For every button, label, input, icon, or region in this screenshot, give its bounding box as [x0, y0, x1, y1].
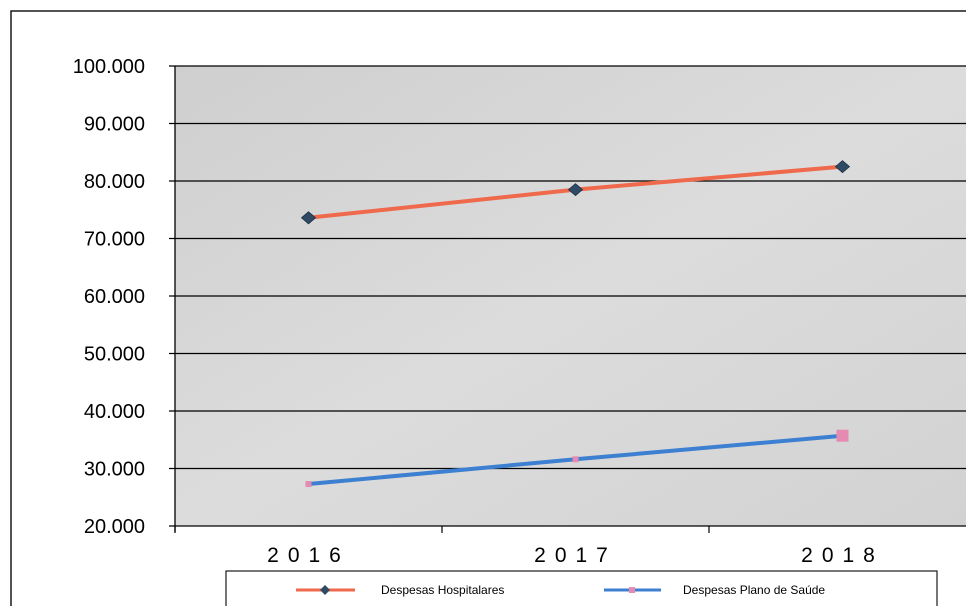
y-tick-label: 70.000	[84, 229, 145, 251]
y-tick-label: 20.000	[84, 516, 145, 538]
legend: Despesas Hospitalares Despesas Plano de …	[225, 570, 938, 606]
data-point-marker	[305, 481, 312, 488]
data-point-marker	[834, 160, 851, 174]
data-point-marker	[836, 429, 849, 442]
gridlines	[169, 65, 966, 527]
x-tick-label: 2017	[534, 544, 617, 567]
x-axis: 2016 2017 2018	[174, 526, 884, 567]
legend-label-plano-de-saude: Despesas Plano de Saúde	[683, 583, 825, 597]
y-tick-label: 90.000	[84, 114, 145, 136]
x-tick-label: 2018	[801, 544, 884, 567]
y-tick-label: 40.000	[84, 401, 145, 423]
y-tick-label: 30.000	[84, 459, 145, 481]
data-point-marker	[300, 211, 317, 225]
data-point-marker	[572, 456, 579, 463]
legend-label-hospitalares: Despesas Hospitalares	[381, 583, 504, 597]
y-axis: 100.000 90.000 80.000 70.000 60.000 50.000 40.…	[73, 56, 176, 538]
legend-swatch-marker	[629, 587, 635, 593]
x-tick-label: 2016	[267, 544, 350, 567]
series-layer	[300, 160, 851, 488]
legend-item-hospitalares: Despesas Hospitalares	[296, 583, 504, 597]
legend-item-plano-de-saude: Despesas Plano de Saúde	[604, 583, 825, 597]
y-tick-label: 100.000	[73, 56, 145, 78]
y-tick-label: 50.000	[84, 344, 145, 366]
y-tick-label: 80.000	[84, 171, 145, 193]
legend-swatch-marker	[320, 585, 330, 595]
y-tick-label: 60.000	[84, 286, 145, 308]
data-point-marker	[567, 183, 584, 197]
